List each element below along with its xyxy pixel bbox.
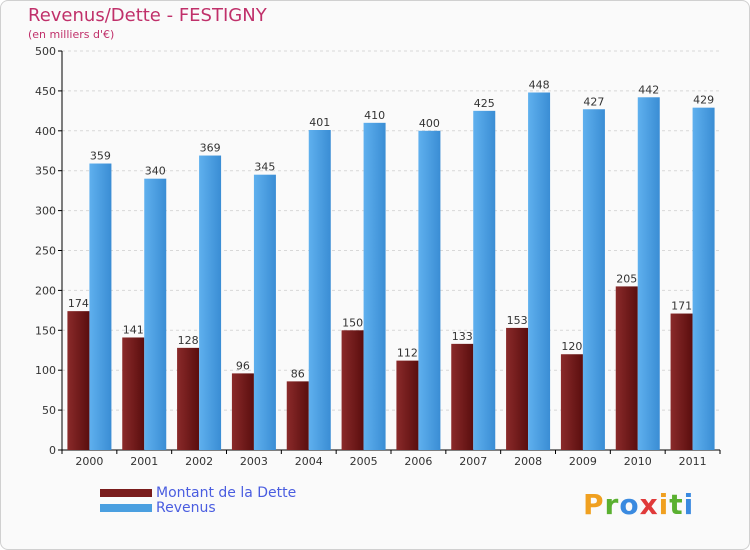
bar-revenus	[199, 155, 222, 450]
bar-dette	[615, 286, 638, 450]
data-label-revenus: 401	[309, 116, 330, 129]
y-tick-label: 100	[35, 364, 56, 377]
data-label-dette: 174	[68, 297, 89, 310]
y-tick-label: 500	[35, 45, 56, 58]
y-tick-label: 150	[35, 324, 56, 337]
y-tick-label: 0	[49, 444, 56, 457]
x-tick-label: 2000	[75, 455, 103, 468]
legend-swatch-dette	[100, 488, 152, 497]
data-label-dette: 171	[671, 300, 692, 313]
y-tick-label: 250	[35, 245, 56, 258]
bar-revenus	[473, 110, 496, 450]
data-label-revenus: 429	[693, 94, 714, 107]
bar-revenus	[692, 107, 715, 451]
y-tick-label: 400	[35, 125, 56, 138]
x-tick-label: 2004	[295, 455, 323, 468]
bar-dette	[286, 381, 309, 450]
x-tick-label: 2002	[185, 455, 213, 468]
bar-revenus	[144, 178, 167, 450]
bar-dette	[231, 373, 254, 450]
proxiti-logo: Proxiti	[583, 488, 695, 521]
data-label-revenus: 427	[583, 95, 604, 108]
data-label-revenus: 410	[364, 109, 385, 122]
x-tick-label: 2008	[514, 455, 542, 468]
data-label-dette: 153	[507, 314, 528, 327]
bar-revenus	[89, 163, 112, 450]
bar-revenus	[528, 92, 551, 450]
chart-title: Revenus/Dette - FESTIGNY	[28, 5, 267, 26]
chart-legend: Montant de la Dette Revenus	[100, 484, 297, 516]
data-label-dette: 141	[123, 323, 144, 336]
legend-swatch-revenus	[100, 503, 152, 512]
bar-dette	[396, 360, 419, 450]
data-label-revenus: 448	[529, 78, 550, 91]
bar-revenus	[418, 130, 441, 451]
bar-dette	[670, 313, 693, 450]
legend-label-dette: Montant de la Dette	[156, 484, 297, 501]
data-label-dette: 150	[342, 316, 363, 329]
y-tick-label: 450	[35, 85, 56, 98]
data-label-dette: 133	[452, 330, 473, 343]
data-label-dette: 120	[561, 340, 582, 353]
x-tick-label: 2011	[679, 455, 707, 468]
x-tick-label: 2010	[624, 455, 652, 468]
x-tick-label: 2001	[130, 455, 158, 468]
bar-revenus	[582, 109, 605, 450]
x-tick-label: 2005	[350, 455, 378, 468]
bar-dette	[451, 343, 474, 450]
data-label-revenus: 369	[200, 142, 221, 155]
bar-dette	[177, 347, 200, 450]
y-tick-label: 200	[35, 284, 56, 297]
bar-dette	[506, 327, 529, 450]
legend-item-dette: Montant de la Dette	[100, 484, 297, 501]
x-tick-label: 2003	[240, 455, 268, 468]
data-label-revenus: 340	[145, 165, 166, 178]
y-tick-label: 350	[35, 165, 56, 178]
data-label-revenus: 425	[474, 97, 495, 110]
data-label-revenus: 359	[90, 150, 111, 163]
data-label-revenus: 345	[254, 161, 275, 174]
data-label-dette: 128	[178, 334, 199, 347]
data-label-revenus: 400	[419, 117, 440, 130]
chart-subtitle: (en milliers d'€)	[28, 28, 115, 41]
bar-revenus	[253, 174, 276, 450]
bar-dette	[560, 354, 583, 450]
legend-label-revenus: Revenus	[156, 499, 216, 516]
bar-dette	[341, 330, 364, 450]
legend-item-revenus: Revenus	[100, 499, 296, 516]
bar-dette	[67, 311, 90, 450]
bar-revenus	[308, 130, 331, 450]
data-label-dette: 205	[616, 272, 637, 285]
data-label-dette: 112	[397, 347, 418, 360]
data-label-dette: 86	[291, 367, 305, 380]
y-tick-label: 300	[35, 205, 56, 218]
bar-revenus	[363, 122, 386, 450]
x-tick-label: 2009	[569, 455, 597, 468]
x-tick-label: 2006	[404, 455, 432, 468]
bar-dette	[122, 337, 145, 450]
data-label-revenus: 442	[638, 83, 659, 96]
x-tick-label: 2007	[459, 455, 487, 468]
data-label-dette: 96	[236, 359, 250, 372]
y-tick-label: 50	[42, 404, 56, 417]
bar-revenus	[637, 97, 660, 450]
